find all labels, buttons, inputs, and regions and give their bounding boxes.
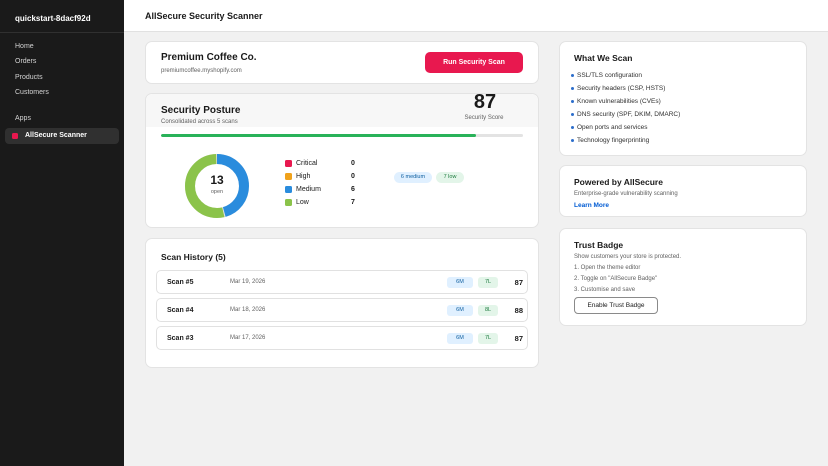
list-item-label: Security headers (CSP, HSTS)	[577, 85, 666, 92]
medium-badge: 6M	[447, 277, 473, 288]
legend-critical: Critical 0	[285, 159, 365, 169]
legend-label: Low	[296, 199, 309, 206]
findings-donut-chart	[185, 154, 249, 218]
list-item: SSL/TLS configuration	[571, 72, 643, 79]
store-card: Premium Coffee Co. premiumcoffee.myshopi…	[145, 41, 539, 84]
sidebar-item-customers[interactable]: Customers	[15, 89, 49, 96]
posture-title: Security Posture	[161, 105, 241, 116]
list-item-label: Known vulnerabilities (CVEs)	[577, 98, 661, 105]
page-title: AllSecure Security Scanner	[145, 11, 263, 21]
medium-swatch	[285, 186, 292, 193]
medium-badge: 6M	[447, 333, 473, 344]
table-row[interactable]: Scan #4 Mar 18, 2026 6M 8L 88	[156, 298, 528, 322]
scan-date: Mar 19, 2026	[230, 279, 266, 285]
bullet-icon	[571, 100, 574, 103]
legend-high: High 0	[285, 172, 365, 182]
legend-value: 0	[351, 160, 355, 167]
open-label: open	[210, 189, 224, 195]
list-item: Security headers (CSP, HSTS)	[571, 85, 666, 92]
scan-history-title: Scan History (5)	[161, 252, 226, 262]
learn-more-link[interactable]: Learn More	[574, 202, 610, 209]
trust-badge-card: Trust Badge Show customers your store is…	[559, 228, 807, 326]
sidebar-item-home[interactable]: Home	[15, 43, 34, 50]
scan-date: Mar 18, 2026	[230, 307, 266, 313]
high-swatch	[285, 173, 292, 180]
low-badge: 7L	[478, 333, 498, 344]
legend-medium: Medium 6	[285, 185, 365, 195]
what-we-scan-card: What We Scan SSL/TLS configuration Secur…	[559, 41, 807, 156]
critical-swatch	[285, 160, 292, 167]
medium-badge: 6M	[447, 305, 473, 316]
bullet-icon	[571, 139, 574, 142]
low-badge: 7L	[478, 277, 498, 288]
bullet-icon	[571, 74, 574, 77]
legend-value: 7	[351, 199, 355, 206]
bullet-icon	[571, 87, 574, 90]
table-row[interactable]: Scan #5 Mar 19, 2026 6M 7L 87	[156, 270, 528, 294]
open-count: 13	[210, 173, 224, 187]
list-item: Technology fingerprinting	[571, 137, 650, 144]
scan-score: 87	[514, 334, 523, 343]
store-domain: premiumcoffee.myshopify.com	[161, 68, 242, 74]
scan-score: 88	[514, 306, 523, 315]
trust-step: 1. Open the theme editor	[574, 265, 641, 271]
security-score-label: Security Score	[464, 115, 504, 121]
what-we-scan-title: What We Scan	[574, 53, 633, 63]
scan-name: Scan #3	[167, 335, 194, 342]
sidebar: quickstart-8dacf92d Home Orders Products…	[0, 0, 124, 466]
legend-label: High	[296, 173, 311, 180]
security-posture-card: Security Posture Consolidated across 5 s…	[145, 91, 539, 228]
score-progress-fill	[161, 134, 476, 137]
sidebar-divider	[0, 32, 124, 33]
donut-slice-low	[185, 154, 249, 218]
list-item: Open ports and services	[571, 124, 648, 131]
table-row[interactable]: Scan #3 Mar 17, 2026 6M 7L 87	[156, 326, 528, 350]
list-item-label: SSL/TLS configuration	[577, 72, 643, 79]
sidebar-item-allsecure-scanner[interactable]: AllSecure Scanner	[5, 128, 119, 144]
list-item-label: Technology fingerprinting	[577, 137, 650, 144]
legend-label: Medium	[296, 186, 321, 193]
low-count-badge: 7 low	[436, 172, 464, 183]
bullet-icon	[571, 113, 574, 116]
top-bar: AllSecure Security Scanner	[124, 0, 828, 32]
list-item-label: Open ports and services	[577, 124, 648, 131]
list-item-label: DNS security (SPF, DKIM, DMARC)	[577, 111, 681, 118]
trust-badge-title: Trust Badge	[574, 240, 624, 250]
low-swatch	[285, 199, 292, 206]
scan-history-card: Scan History (5) Scan #5 Mar 19, 2026 6M…	[145, 238, 539, 368]
scan-name: Scan #4	[167, 307, 194, 314]
bullet-icon	[571, 126, 574, 129]
legend-value: 0	[351, 173, 355, 180]
sidebar-item-label: AllSecure Scanner	[25, 132, 87, 139]
scan-name: Scan #5	[167, 279, 194, 286]
store-title: Premium Coffee Co.	[161, 52, 257, 63]
posture-header	[146, 94, 538, 127]
app-icon	[12, 133, 18, 139]
low-badge: 8L	[478, 305, 498, 316]
sidebar-item-orders[interactable]: Orders	[15, 58, 37, 65]
run-scan-button[interactable]: Run Security Scan	[425, 52, 523, 73]
medium-count-badge: 6 medium	[394, 172, 432, 183]
score-progress-bar	[161, 134, 523, 137]
enable-trust-badge-button[interactable]: Enable Trust Badge	[574, 297, 658, 314]
store-name[interactable]: quickstart-8dacf92d	[15, 14, 91, 23]
scan-score: 87	[514, 278, 523, 287]
trust-badge-text: Show customers your store is protected.	[574, 254, 682, 260]
legend-label: Critical	[296, 160, 318, 167]
trust-step: 2. Toggle on "AllSecure Badge"	[574, 276, 658, 282]
security-score: 87	[473, 91, 497, 113]
legend-low: Low 7	[285, 198, 365, 208]
list-item: DNS security (SPF, DKIM, DMARC)	[571, 111, 681, 118]
scan-date: Mar 17, 2026	[230, 335, 266, 341]
list-item: Known vulnerabilities (CVEs)	[571, 98, 661, 105]
legend-value: 6	[351, 186, 355, 193]
trust-step: 3. Customise and save	[574, 287, 636, 293]
powered-by-card: Powered by AllSecure Enterprise-grade vu…	[559, 165, 807, 217]
sidebar-apps-heading[interactable]: Apps	[15, 115, 31, 122]
sidebar-item-products[interactable]: Products	[15, 74, 43, 81]
powered-by-text: Enterprise-grade vulnerability scanning	[574, 191, 678, 197]
posture-subtitle: Consolidated across 5 scans	[161, 119, 238, 125]
powered-by-title: Powered by AllSecure	[574, 177, 663, 187]
donut-slice-medium	[185, 154, 249, 218]
